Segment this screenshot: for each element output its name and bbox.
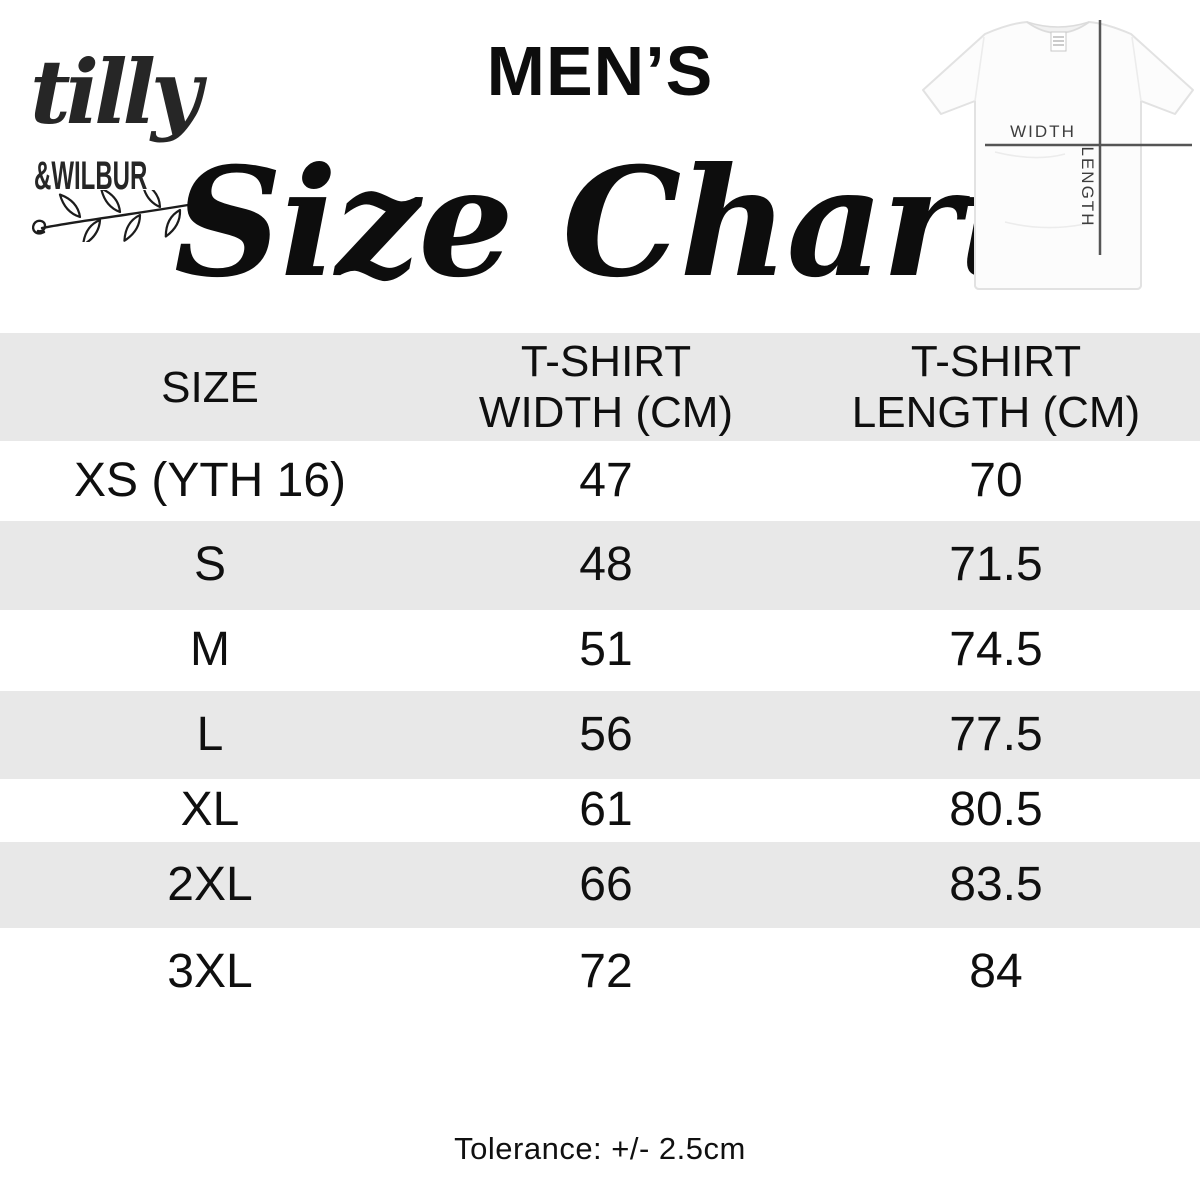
table-row-2xl: 2XL 66 83.5 xyxy=(0,842,1200,928)
table-row-xl: XL 61 80.5 xyxy=(0,779,1200,842)
column-header-length: T-SHIRT LENGTH (CM) xyxy=(851,337,1141,437)
length-label: LENGTH xyxy=(1078,147,1097,228)
size-table: SIZE T-SHIRT WIDTH (CM) T-SHIRT LENGTH (… xyxy=(0,333,1200,1016)
tshirt-diagram: WIDTH LENGTH xyxy=(915,2,1195,294)
width-cell: 66 xyxy=(579,857,633,911)
brand-name-caps: &WILBUR xyxy=(34,154,148,198)
table-row-xs: XS (YTH 16) 47 70 xyxy=(0,441,1200,521)
table-row-m: M 51 74.5 xyxy=(0,610,1200,691)
size-cell: XS (YTH 16) xyxy=(73,453,347,507)
length-cell: 77.5 xyxy=(949,707,1043,761)
table-row-l: L 56 77.5 xyxy=(0,691,1200,779)
laurel-branch-icon xyxy=(31,190,196,242)
column-header-width: T-SHIRT WIDTH (CM) xyxy=(478,337,734,437)
width-label: WIDTH xyxy=(1010,122,1076,141)
size-cell: 2XL xyxy=(167,857,253,911)
table-row-s: S 48 71.5 xyxy=(0,521,1200,610)
length-cell: 71.5 xyxy=(949,538,1043,592)
size-cell: M xyxy=(190,623,230,677)
size-cell: S xyxy=(193,538,226,592)
size-cell: L xyxy=(196,707,224,761)
length-cell: 83.5 xyxy=(949,857,1043,911)
page-title: Size Chart xyxy=(173,135,1028,311)
size-cell: 3XL xyxy=(167,944,253,998)
length-cell: 74.5 xyxy=(949,623,1043,677)
table-row-3xl: 3XL 72 84 xyxy=(0,928,1200,1016)
page-category-title: MEN’S xyxy=(486,32,714,110)
brand-name-script: tilly xyxy=(30,40,202,144)
width-cell: 56 xyxy=(579,707,633,761)
width-cell: 47 xyxy=(579,453,633,507)
width-cell: 48 xyxy=(579,538,633,592)
table-header-row: SIZE T-SHIRT WIDTH (CM) T-SHIRT LENGTH (… xyxy=(0,333,1200,441)
length-cell: 70 xyxy=(969,453,1023,507)
column-header-size: SIZE xyxy=(161,362,259,412)
length-cell: 84 xyxy=(969,944,1023,998)
tolerance-note: Tolerance: +/- 2.5cm xyxy=(454,1131,746,1166)
length-cell: 80.5 xyxy=(949,783,1043,837)
width-cell: 72 xyxy=(579,944,633,998)
collar xyxy=(1026,21,1090,34)
neck-label xyxy=(1050,31,1067,52)
size-cell: XL xyxy=(180,783,240,837)
width-cell: 51 xyxy=(579,623,633,677)
width-cell: 61 xyxy=(579,783,633,837)
